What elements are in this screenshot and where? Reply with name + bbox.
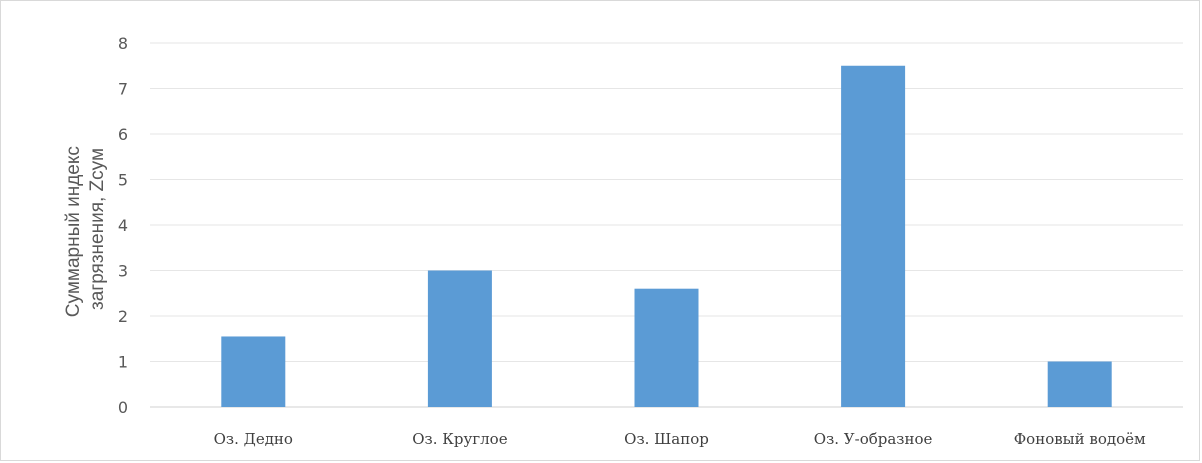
x-axis-ticks: Оз. Дедно Оз. Круглое Оз. Шапор Оз. У-образ… bbox=[214, 430, 1146, 448]
x-tick-label: Оз. Круглое bbox=[412, 430, 507, 448]
bar bbox=[427, 270, 492, 407]
x-tick-label: Фоновый водоём bbox=[1014, 430, 1146, 448]
y-axis-ticks: 0 1 2 3 4 5 6 7 8 bbox=[118, 34, 128, 417]
y-tick-label: 8 bbox=[118, 34, 128, 53]
x-tick-label: Оз. У-образное bbox=[814, 430, 933, 448]
x-tick-label: Оз. Шапор bbox=[624, 430, 709, 448]
bar bbox=[221, 336, 286, 407]
y-tick-label: 4 bbox=[118, 216, 128, 235]
y-axis-label-line-1: Суммарный индекс bbox=[63, 146, 84, 317]
y-tick-label: 7 bbox=[118, 80, 128, 99]
gridlines bbox=[150, 42, 1183, 408]
bar bbox=[1047, 361, 1112, 407]
bar bbox=[841, 65, 906, 407]
y-tick-label: 2 bbox=[118, 307, 128, 326]
y-tick-label: 5 bbox=[118, 171, 128, 190]
x-tick-label: Оз. Дедно bbox=[214, 430, 293, 448]
y-tick-label: 6 bbox=[118, 125, 128, 144]
y-axis-label: Суммарный индекс загрязнения, Zсум bbox=[63, 141, 108, 317]
bars bbox=[221, 65, 1112, 407]
y-tick-label: 1 bbox=[118, 353, 128, 372]
y-axis-label-line-2: загрязнения, Zсум bbox=[87, 148, 108, 310]
y-tick-label: 3 bbox=[118, 262, 128, 281]
bar bbox=[634, 288, 699, 407]
y-tick-label: 0 bbox=[118, 398, 128, 417]
